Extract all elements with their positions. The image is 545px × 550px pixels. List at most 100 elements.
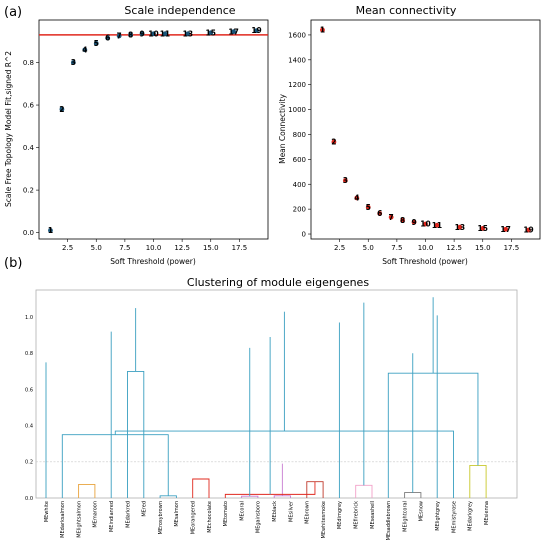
y-tick-label: 0.4 — [25, 423, 33, 429]
data-point — [70, 60, 76, 65]
x-axis-label: Soft Threshold (power) — [110, 257, 196, 266]
x-tick-label: 10.0 — [418, 244, 434, 252]
x-tick-label: 2.5 — [62, 244, 73, 252]
point-label: 11 — [432, 221, 442, 230]
y-tick-label: 0.8 — [23, 59, 34, 67]
data-point — [139, 31, 145, 37]
dendrogram-chart: Clustering of module eigengenes 0.0 0.2 0.… — [25, 276, 518, 540]
point-label: 17 — [228, 27, 238, 36]
leaf-label: MEseashell — [370, 501, 376, 529]
leaf-label: MEindianred — [109, 501, 115, 532]
y-tick-label: 1000 — [288, 106, 306, 114]
leaf-label: MEdimgrey — [337, 501, 343, 529]
plot-frame — [310, 19, 541, 240]
point-label: 2 — [59, 105, 64, 114]
data-point — [185, 31, 191, 37]
point-label: 8 — [128, 30, 133, 39]
point-label: 5 — [94, 39, 99, 48]
x-tick-label: 12.5 — [174, 244, 190, 252]
point-label: 3 — [71, 58, 76, 67]
leaf-label: MEsaddlebrown — [386, 501, 392, 540]
point-label: 4 — [82, 45, 87, 54]
data-point — [400, 217, 405, 223]
dendrogram-link — [78, 483, 96, 498]
dendrogram-link — [192, 478, 210, 498]
x-tick-label: 12.5 — [446, 244, 462, 252]
point-label: 19 — [251, 26, 261, 35]
data-point — [254, 28, 259, 34]
data-point — [434, 222, 440, 228]
leaf-label: MEfirebrick — [354, 501, 360, 529]
x-tick-label: 15.0 — [475, 244, 491, 252]
leaf-label: MEdarkred — [125, 501, 131, 528]
y-tick-label: 1.0 — [25, 315, 33, 321]
data-point — [365, 204, 371, 210]
data-point — [208, 30, 214, 36]
point-label: 4 — [354, 194, 359, 203]
data-point — [128, 32, 134, 38]
point-label: 13 — [455, 223, 465, 232]
y-tick-label: 0.4 — [23, 144, 35, 152]
point-label: 9 — [139, 29, 144, 38]
point-label: 13 — [183, 29, 193, 38]
y-tick-label: 0.6 — [25, 387, 33, 393]
y-tick-label: 400 — [293, 181, 306, 189]
point-label: 7 — [389, 213, 394, 222]
data-point — [162, 31, 168, 37]
y-axis-label: Scale Free Topology Model Fit,signed R^2 — [4, 51, 13, 207]
plot-frame — [38, 19, 269, 240]
x-axis-label: Soft Threshold (power) — [382, 257, 468, 266]
plot-frame — [35, 289, 518, 499]
leaf-label: MErosybrown — [158, 501, 164, 534]
data-point — [231, 29, 237, 35]
data-point — [59, 106, 65, 112]
dendrogram-link — [159, 495, 177, 498]
leaf-label: MEdarkgrey — [468, 501, 474, 531]
y-tick-label: 600 — [293, 156, 306, 164]
data-point — [354, 195, 360, 201]
x-tick-label: 17.5 — [232, 244, 248, 252]
scale-independence-chart: Scale independence Soft Threshold (power… — [4, 4, 269, 266]
leaf-label: MElightgrey — [435, 501, 441, 531]
y-tick-label: 0.0 — [25, 496, 33, 502]
leaf-label: MElightcoral — [402, 501, 408, 532]
point-label: 1 — [48, 226, 53, 235]
point-label: 10 — [148, 29, 158, 38]
point-label: 17 — [500, 225, 510, 234]
leaf-label: MEwhite — [44, 501, 50, 522]
y-tick-label: 800 — [293, 131, 306, 139]
data-point — [331, 139, 337, 145]
point-label: 19 — [523, 226, 533, 235]
leaf-label: MEsienna — [484, 501, 490, 525]
point-label: 15 — [206, 28, 216, 37]
leaf-label: MEtomato — [223, 501, 229, 526]
chart-title: Scale independence — [124, 4, 235, 17]
leaf-label: MEorangered — [191, 501, 197, 534]
point-label: 8 — [400, 216, 405, 225]
point-label: 10 — [420, 220, 430, 229]
data-point — [151, 31, 156, 37]
y-tick-label: 0.2 — [25, 460, 33, 466]
data-point — [377, 211, 383, 216]
dendrogram-link — [355, 484, 373, 498]
dendrogram-link — [273, 495, 291, 498]
y-tick-label: 0.0 — [23, 229, 34, 237]
point-label: 5 — [366, 203, 371, 212]
dendrogram-link — [114, 430, 454, 498]
data-point — [526, 227, 531, 233]
data-point — [116, 33, 122, 39]
leaf-label: MEdarksalmon — [60, 501, 66, 538]
x-tick-label: 15.0 — [203, 244, 219, 252]
point-label: 9 — [411, 218, 416, 227]
y-tick-label: 0.6 — [23, 102, 35, 110]
leaf-label: MEchocolate — [207, 501, 213, 533]
y-tick-label: 200 — [293, 206, 306, 214]
leaf-label: MEwhitesmoke — [321, 501, 327, 539]
point-label: 6 — [377, 209, 382, 218]
leaf-label: MEsilver — [288, 500, 294, 522]
y-tick-label: 1200 — [288, 81, 306, 89]
point-label: 3 — [343, 176, 348, 185]
data-point — [480, 226, 486, 231]
data-point — [388, 214, 394, 220]
dendrogram-link — [469, 464, 487, 498]
